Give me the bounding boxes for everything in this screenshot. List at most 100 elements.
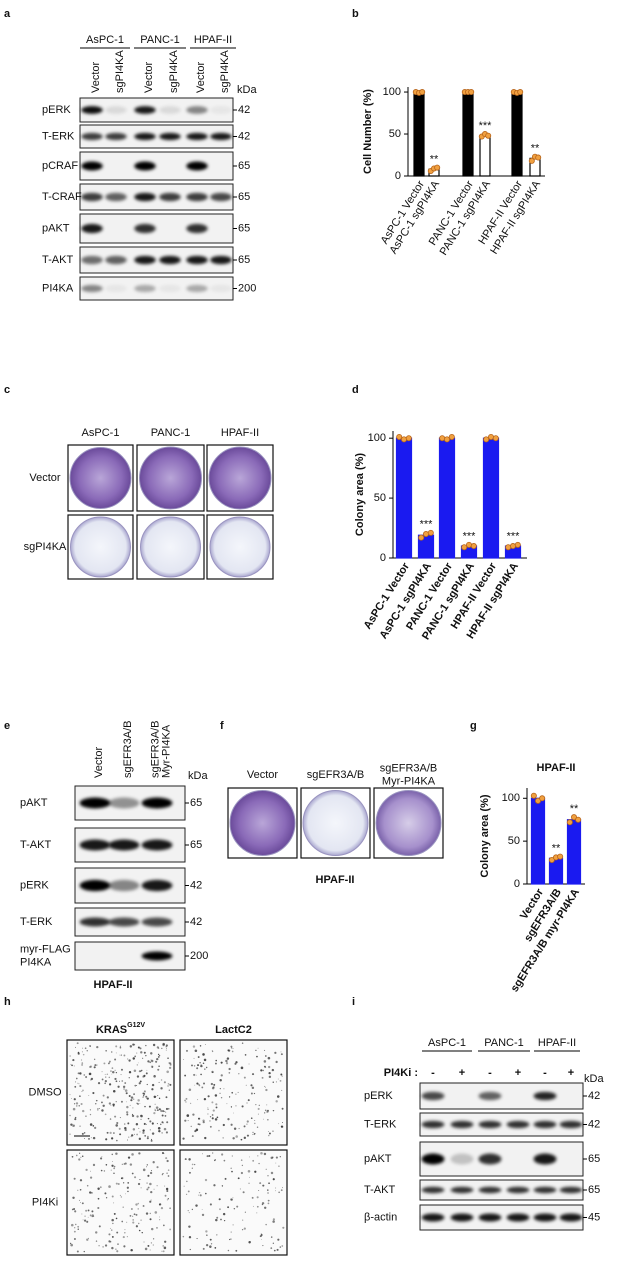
cell-speck xyxy=(187,1209,189,1212)
cell-speck xyxy=(269,1132,271,1135)
data-point xyxy=(517,89,524,96)
band xyxy=(421,1186,445,1194)
cell-speck xyxy=(272,1242,274,1244)
cell-speck xyxy=(254,1170,257,1173)
cell-speck xyxy=(272,1081,274,1083)
cell-speck xyxy=(232,1048,234,1049)
cell-speck xyxy=(191,1064,193,1067)
band xyxy=(421,1120,445,1129)
cell-speck xyxy=(91,1192,93,1194)
cell-speck xyxy=(226,1057,230,1060)
cell-speck xyxy=(143,1090,146,1093)
lane-label: - xyxy=(543,1067,547,1079)
cell-speck xyxy=(150,1059,152,1061)
cell-speck xyxy=(278,1123,280,1125)
cell-speck xyxy=(79,1179,83,1182)
cell-speck xyxy=(85,1115,87,1117)
cell-speck xyxy=(239,1188,242,1190)
cell-speck xyxy=(185,1101,187,1103)
band xyxy=(559,1120,583,1129)
cell-speck xyxy=(260,1239,262,1240)
cell-speck xyxy=(145,1072,148,1075)
kda-label: 65 xyxy=(238,254,250,266)
cell-speck xyxy=(185,1049,188,1052)
cell-speck xyxy=(267,1192,269,1194)
cell-speck xyxy=(281,1075,283,1077)
cell-speck xyxy=(165,1046,167,1048)
cell-speck xyxy=(142,1131,145,1135)
cell-speck xyxy=(152,1238,155,1240)
cell-speck xyxy=(161,1114,164,1117)
cell-speck xyxy=(132,1128,136,1131)
cell-speck xyxy=(168,1066,172,1070)
cell-speck xyxy=(103,1062,106,1065)
cell-speck xyxy=(127,1156,131,1159)
panel-label: f xyxy=(220,720,224,732)
cell-speck xyxy=(189,1102,192,1105)
cell-speck xyxy=(262,1069,264,1072)
lane-label: - xyxy=(431,1067,435,1079)
data-point xyxy=(468,89,475,96)
cell-speck xyxy=(144,1105,146,1108)
bar xyxy=(438,437,456,559)
cell-speck xyxy=(254,1119,256,1121)
cell-speck xyxy=(141,1231,143,1234)
plate-well xyxy=(375,790,442,856)
cell-speck xyxy=(166,1172,168,1175)
cell-speck xyxy=(243,1136,247,1140)
cell-speck xyxy=(69,1094,71,1096)
cell-speck xyxy=(165,1157,168,1160)
cell-speck xyxy=(256,1126,259,1128)
cell-speck xyxy=(216,1116,219,1119)
cell-speck xyxy=(266,1109,269,1112)
cell-speck xyxy=(96,1064,98,1066)
data-point xyxy=(443,436,450,443)
band xyxy=(421,1213,445,1222)
cell-speck xyxy=(273,1249,276,1252)
cell-speck xyxy=(151,1122,154,1125)
cell-speck xyxy=(278,1191,280,1194)
cell-speck xyxy=(282,1126,284,1128)
significance: ** xyxy=(570,803,579,815)
cell-speck xyxy=(231,1170,233,1173)
kda-label: 42 xyxy=(238,130,250,142)
cell-speck xyxy=(155,1060,158,1063)
cell-speck xyxy=(166,1121,169,1124)
cell-speck xyxy=(110,1070,112,1072)
cell-speck xyxy=(193,1073,196,1077)
column-label: HPAF-II xyxy=(221,427,259,439)
cell-speck xyxy=(267,1065,271,1069)
cell-speck xyxy=(202,1062,205,1064)
cell-speck xyxy=(252,1205,254,1207)
cell-speck xyxy=(143,1074,146,1077)
cell-speck xyxy=(97,1206,100,1210)
band xyxy=(450,1186,474,1194)
kda-label: 65 xyxy=(190,797,202,809)
band xyxy=(159,284,181,293)
cell-speck xyxy=(205,1066,208,1069)
cell-speck xyxy=(279,1156,281,1158)
band xyxy=(186,161,208,171)
cell-speck xyxy=(84,1215,86,1217)
cell-speck xyxy=(192,1113,195,1116)
band xyxy=(79,917,111,927)
band xyxy=(81,106,103,114)
cell-speck xyxy=(77,1225,80,1228)
caption: HPAF-II xyxy=(316,874,355,886)
cell-speck xyxy=(149,1171,153,1175)
cell-speck xyxy=(137,1099,140,1102)
cell-speck xyxy=(209,1116,212,1118)
data-point xyxy=(557,853,564,860)
cell-speck xyxy=(128,1059,131,1062)
cell-speck xyxy=(248,1182,250,1184)
cell-speck xyxy=(140,1051,143,1054)
cell-speck xyxy=(242,1219,244,1221)
cell-speck xyxy=(282,1187,283,1189)
cell-speck xyxy=(189,1248,191,1251)
band xyxy=(108,797,140,809)
plate-well xyxy=(229,790,296,856)
cell-speck xyxy=(153,1075,156,1078)
kda-label: 200 xyxy=(190,950,208,962)
cell-speck xyxy=(146,1182,148,1184)
cell-speck xyxy=(233,1127,237,1130)
